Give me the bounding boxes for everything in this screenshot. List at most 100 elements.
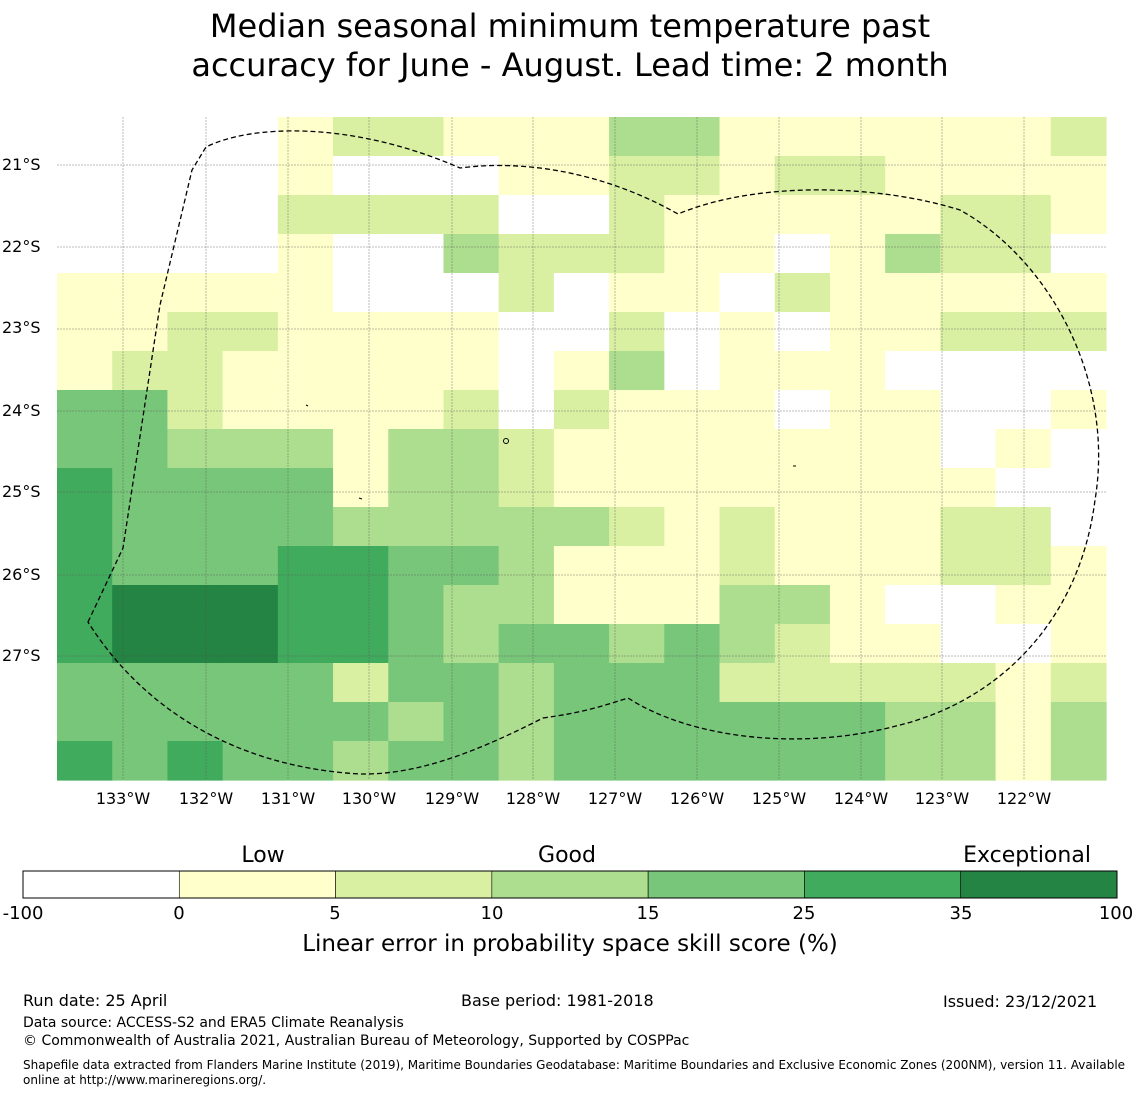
grid-cell [443,468,500,508]
grid-cell [112,234,169,274]
shapefile-credit: Shapefile data extracted from Flanders M… [23,1058,1133,1088]
grid-cell [995,585,1052,625]
grid-cell [829,390,886,430]
grid-cell [388,624,445,664]
grid-cell [995,312,1052,352]
colorbar-segment [491,870,649,899]
grid-cell [112,195,169,235]
grid-cell [222,585,279,625]
data-source: Data source: ACCESS-S2 and ERA5 Climate … [23,1015,404,1031]
grid-cell [498,468,555,508]
grid-cell [995,351,1052,391]
lon-label-132w: 132°W [178,789,234,808]
grid-cell [719,663,776,703]
grid-cell [443,546,500,586]
grid-cell [167,741,224,781]
grid-cell [333,351,389,391]
grid-cell [940,585,997,625]
grid-cell [553,468,610,508]
grid-cell [333,663,389,703]
grid-cell [222,234,279,274]
grid-cell [885,507,941,547]
grid-cell [885,585,941,625]
colorbar [22,870,1118,899]
grid-cell [57,234,113,274]
grid-cell [995,156,1052,196]
grid-cell [112,507,169,547]
grid-cell [112,312,169,352]
grid-cell [1050,234,1107,274]
grid-cell [609,234,665,274]
island-marks [305,404,796,500]
grid-cell [167,156,224,196]
grid-cell [222,273,279,313]
colorbar-tick: 10 [480,903,504,924]
grid-cell [222,663,279,703]
grid-cell [112,390,169,430]
grid-cell [277,585,334,625]
colorbar-segment [22,870,180,899]
grid-cell [222,390,279,430]
grid-cell [222,507,279,547]
grid-cell [388,390,445,430]
grid-cell [277,273,334,313]
grid-cell [388,468,445,508]
grid-cell [57,663,113,703]
grid-cell [277,702,334,742]
grid-cell [553,663,610,703]
grid-cell [609,546,665,586]
grid-cell [1050,468,1107,508]
grid-cell [774,195,831,235]
grid-cell [388,156,445,196]
grid-cell [940,234,997,274]
grid-cell [719,741,776,781]
grid-cell [498,624,555,664]
grid-cell [995,273,1052,313]
grid-cell [664,741,721,781]
grid-cell [388,546,445,586]
grid-cell [277,390,334,430]
lat-label-24s: 24°S [2,401,41,420]
grid-cell [167,390,224,430]
grid-cell [664,468,721,508]
grid-cell [388,741,445,781]
lon-label-130w: 130°W [341,789,397,808]
grid-cell [719,234,776,274]
grid-cell [829,156,886,196]
grid-cell [609,585,665,625]
grid-cell [995,234,1052,274]
grid-cell [1050,117,1107,157]
grid-cell [222,702,279,742]
grid-cell [443,507,500,547]
skill-grid [57,117,1107,781]
grid-cell [498,390,555,430]
grid-cell [940,507,997,547]
grid-cell [664,546,721,586]
grid-cell [57,741,113,781]
grid-cell [774,273,831,313]
grid-cell [112,663,169,703]
grid-cell [664,624,721,664]
grid-cell [57,546,113,586]
grid-cell [443,351,500,391]
run-date: Run date: 25 April [23,991,168,1010]
grid-cell [167,351,224,391]
grid-cell [609,429,665,469]
colorbar-segment [647,870,805,899]
colorbar-tick: 35 [949,903,973,924]
grid-cell [222,624,279,664]
grid-cell [774,234,831,274]
grid-cell [719,195,776,235]
colorbar-category-exceptional: Exceptional [963,843,1091,868]
grid-cell [222,312,279,352]
grid-cell [222,117,279,157]
grid-cell [222,741,279,781]
grid-cell [885,234,941,274]
grid-cell [167,117,224,157]
grid-cell [885,351,941,391]
grid-cell [57,351,113,391]
grid-cell [553,273,610,313]
grid-cell [609,312,665,352]
grid-cell [112,624,169,664]
grid-cell [1050,741,1107,781]
